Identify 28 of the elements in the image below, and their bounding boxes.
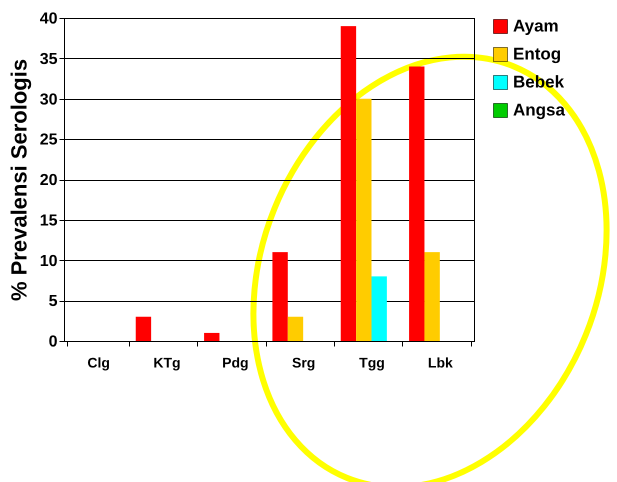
x-tick-label: Clg — [87, 354, 110, 370]
bar — [372, 276, 387, 341]
legend-label: Angsa — [513, 100, 566, 120]
bar — [409, 66, 424, 341]
legend-label: Entog — [513, 44, 562, 64]
y-tick-label: 40 — [40, 10, 58, 28]
x-tick-label: Lbk — [428, 354, 453, 370]
bar — [136, 316, 152, 341]
bar — [356, 98, 372, 341]
y-tick-label: 5 — [48, 293, 58, 310]
x-tick-label: Pdg — [222, 354, 249, 370]
x-tick-label: Srg — [292, 354, 316, 370]
y-tick-label: 35 — [40, 50, 58, 68]
bar — [340, 26, 356, 341]
bar — [204, 332, 220, 341]
x-tick-label: KTg — [153, 354, 181, 370]
y-tick-label: 10 — [40, 252, 58, 270]
y-tick-label: 15 — [40, 212, 58, 230]
bar — [424, 252, 440, 341]
bar — [288, 316, 304, 341]
bar — [272, 252, 288, 341]
legend-label: Ayam — [513, 16, 559, 36]
x-tick-label: Tgg — [359, 354, 385, 370]
y-tick-label: 0 — [48, 334, 58, 350]
y-tick-label: 25 — [40, 132, 58, 149]
y-tick-label: 20 — [40, 172, 58, 189]
y-tick-label: 30 — [40, 91, 58, 108]
y-axis-title: % Prevalensi Serologis — [6, 58, 32, 302]
